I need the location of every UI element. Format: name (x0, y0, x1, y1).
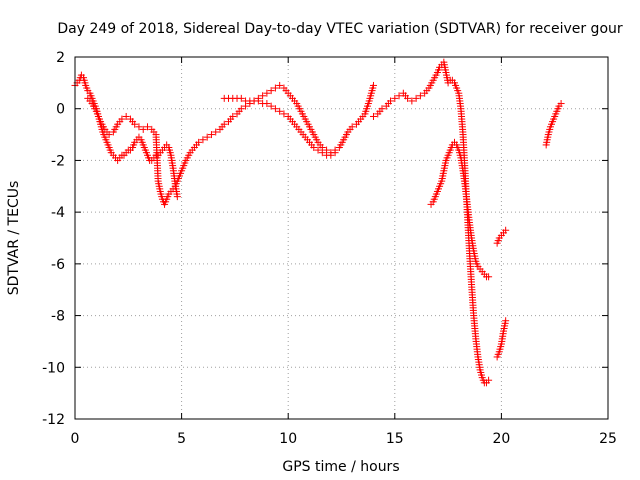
data-point (237, 105, 245, 113)
data-point (118, 115, 126, 123)
data-point (254, 97, 262, 105)
data-point (267, 102, 275, 110)
data-point (387, 97, 395, 105)
x-tick-label: 25 (599, 431, 617, 447)
tick-labels: 0 5 10 15 20 25 -12 -10 -8 -6 -4 -2 0 2 (42, 50, 617, 447)
y-tick-label: -8 (51, 309, 65, 325)
y-tick-label: 0 (56, 102, 65, 118)
data-point (276, 107, 284, 115)
data-point (404, 94, 412, 102)
data-point (485, 273, 493, 281)
data-point (331, 149, 339, 157)
data-point (391, 94, 399, 102)
data-point (143, 123, 151, 131)
data-point (408, 97, 416, 105)
data-point (280, 110, 288, 118)
data-point (310, 144, 318, 151)
data-point (195, 138, 203, 146)
data-point (318, 149, 326, 157)
data-point (267, 87, 275, 95)
data-point (263, 89, 271, 97)
data-point (369, 112, 377, 120)
data-point (557, 100, 565, 108)
data-point (173, 193, 181, 201)
data-point (122, 112, 130, 120)
x-tick-label: 20 (492, 431, 510, 447)
data-point (207, 131, 215, 139)
data-point (259, 92, 267, 100)
data-point (378, 105, 386, 113)
data-point (502, 317, 510, 325)
y-axis-label: SDTVAR / TECUs (6, 181, 22, 296)
data-points (71, 58, 565, 387)
data-point (314, 146, 322, 154)
data-point (135, 123, 143, 131)
grid (75, 57, 608, 419)
data-point (105, 131, 113, 139)
data-point (199, 136, 207, 144)
data-point (229, 112, 237, 120)
x-tick-label: 10 (279, 431, 297, 447)
y-tick-label: -4 (51, 205, 65, 221)
data-point (212, 128, 220, 136)
data-point (327, 151, 335, 159)
x-tick-label: 0 (71, 431, 80, 447)
data-point (395, 92, 403, 100)
y-tick-label: -6 (51, 257, 65, 273)
x-axis-label: GPS time / hours (282, 459, 399, 475)
data-point (263, 100, 271, 108)
data-point (220, 120, 228, 128)
data-point (416, 92, 424, 100)
y-tick-label: -12 (42, 412, 65, 428)
y-tick-label: 2 (56, 50, 65, 66)
data-point (237, 94, 245, 102)
data-point (348, 123, 356, 131)
x-tick-label: 5 (177, 431, 186, 447)
plot-frame (74, 56, 609, 420)
x-tick-label: 15 (386, 431, 404, 447)
data-point (369, 81, 377, 89)
data-point (203, 133, 211, 141)
data-point (412, 94, 420, 102)
data-point (485, 376, 493, 384)
data-point (502, 226, 510, 234)
chart-title: Day 249 of 2018, Sidereal Day-to-day VTE… (57, 21, 623, 37)
data-point (271, 84, 279, 92)
data-point (271, 105, 279, 113)
data-point (139, 125, 147, 133)
y-tick-label: -10 (42, 360, 65, 376)
data-point (131, 120, 139, 128)
data-point (276, 81, 284, 89)
y-tick-label: -2 (51, 153, 65, 169)
axis-ticks (74, 56, 609, 420)
